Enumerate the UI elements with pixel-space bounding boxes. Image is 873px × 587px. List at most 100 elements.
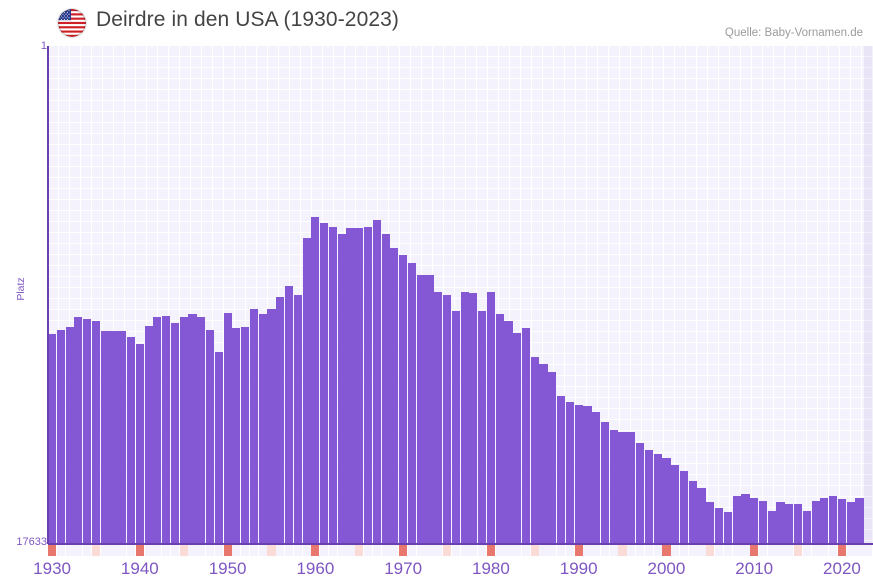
bar-1934[interactable] (83, 318, 92, 544)
bar-1977[interactable] (460, 291, 469, 544)
bar-1994[interactable] (609, 430, 618, 544)
bar-1966[interactable] (363, 226, 373, 544)
bar-1987[interactable] (548, 372, 557, 544)
bar-2019[interactable] (829, 496, 838, 544)
bar-1982[interactable] (504, 321, 513, 544)
bar-1981[interactable] (495, 314, 504, 544)
bar-2009[interactable] (741, 493, 750, 544)
bar-1993[interactable] (600, 421, 610, 544)
bar-1983[interactable] (513, 332, 522, 544)
bar-1957[interactable] (284, 286, 294, 544)
bar-2022[interactable] (855, 497, 864, 544)
bar-1949[interactable] (214, 352, 223, 544)
bar-1939[interactable] (126, 336, 136, 544)
bar-1946[interactable] (188, 314, 197, 544)
bar-1998[interactable] (644, 449, 653, 544)
bar-1986[interactable] (539, 363, 548, 544)
bar-2010[interactable] (750, 497, 759, 544)
bar-1942[interactable] (153, 317, 162, 544)
bar-1992[interactable] (592, 411, 601, 544)
bar-1933[interactable] (74, 317, 83, 544)
bar-1984[interactable] (521, 328, 531, 544)
bar-1964[interactable] (346, 228, 355, 544)
bar-2004[interactable] (697, 488, 706, 544)
bar-2008[interactable] (732, 496, 741, 544)
bar-1950[interactable] (223, 312, 232, 544)
bar-2014[interactable] (785, 503, 794, 544)
bar-1973[interactable] (425, 274, 434, 544)
bar-1997[interactable] (636, 442, 645, 544)
bar-1970[interactable] (399, 254, 408, 544)
x-tick-1948 (205, 545, 215, 556)
bar-1931[interactable] (56, 329, 65, 544)
bar-1959[interactable] (302, 238, 311, 544)
bar-1956[interactable] (276, 297, 285, 544)
bar-1930[interactable] (48, 334, 57, 544)
bar-2018[interactable] (820, 497, 829, 544)
bar-2003[interactable] (688, 480, 697, 544)
bar-1948[interactable] (205, 329, 215, 544)
bar-1967[interactable] (372, 219, 381, 544)
bar-1932[interactable] (65, 327, 74, 544)
bar-1978[interactable] (469, 293, 478, 544)
x-tick-1952 (241, 545, 250, 556)
x-tick-label-2000: 2000 (647, 559, 686, 578)
bar-1975[interactable] (442, 294, 452, 544)
bar-1996[interactable] (627, 431, 636, 544)
x-tick-1990 (574, 545, 583, 556)
x-tick-1936 (100, 545, 109, 556)
bar-1947[interactable] (197, 317, 206, 544)
x-tick-2023 (864, 545, 873, 556)
bar-1972[interactable] (416, 274, 425, 544)
bar-1968[interactable] (381, 233, 390, 544)
bar-2013[interactable] (776, 502, 785, 544)
bar-1958[interactable] (293, 294, 302, 544)
bar-1991[interactable] (583, 406, 592, 544)
bar-1954[interactable] (258, 314, 267, 544)
bar-2020[interactable] (837, 499, 847, 544)
bar-1951[interactable] (232, 328, 241, 544)
bar-1976[interactable] (451, 311, 460, 544)
bar-1944[interactable] (170, 322, 180, 544)
bar-2000[interactable] (662, 458, 671, 544)
bar-1985[interactable] (530, 356, 539, 544)
x-tick-2004 (697, 545, 706, 556)
bar-1963[interactable] (337, 233, 346, 544)
bar-1980[interactable] (486, 291, 495, 544)
bar-1935[interactable] (91, 321, 101, 544)
bar-2021[interactable] (846, 502, 855, 544)
bar-1979[interactable] (478, 311, 487, 544)
bar-1940[interactable] (135, 343, 144, 544)
bar-2012[interactable] (767, 510, 776, 544)
bar-2017[interactable] (811, 500, 820, 544)
bar-1941[interactable] (144, 325, 153, 544)
bar-1989[interactable] (565, 401, 574, 544)
bar-1965[interactable] (355, 228, 364, 544)
bar-1960[interactable] (311, 216, 320, 544)
bar-1962[interactable] (328, 226, 337, 544)
bar-2005[interactable] (706, 502, 715, 544)
bar-1995[interactable] (618, 431, 627, 544)
bar-1945[interactable] (179, 317, 188, 544)
bar-1943[interactable] (162, 315, 171, 544)
bar-1955[interactable] (267, 308, 276, 544)
bar-2006[interactable] (715, 507, 724, 544)
bar-1952[interactable] (241, 327, 250, 544)
bar-1988[interactable] (557, 396, 566, 544)
bar-1971[interactable] (407, 263, 416, 544)
bar-1969[interactable] (390, 247, 399, 544)
bar-2011[interactable] (758, 500, 768, 544)
bar-1953[interactable] (249, 308, 259, 544)
bar-2007[interactable] (723, 512, 732, 544)
bar-1937[interactable] (109, 331, 118, 544)
bar-1990[interactable] (574, 404, 583, 544)
bar-1938[interactable] (118, 331, 127, 544)
bar-2015[interactable] (794, 503, 803, 544)
bar-1936[interactable] (100, 331, 109, 544)
bar-2016[interactable] (802, 510, 811, 544)
bar-1974[interactable] (434, 291, 443, 544)
bar-1999[interactable] (653, 454, 662, 544)
bar-2001[interactable] (671, 465, 680, 544)
bar-1961[interactable] (320, 222, 329, 544)
bar-2002[interactable] (679, 471, 689, 544)
